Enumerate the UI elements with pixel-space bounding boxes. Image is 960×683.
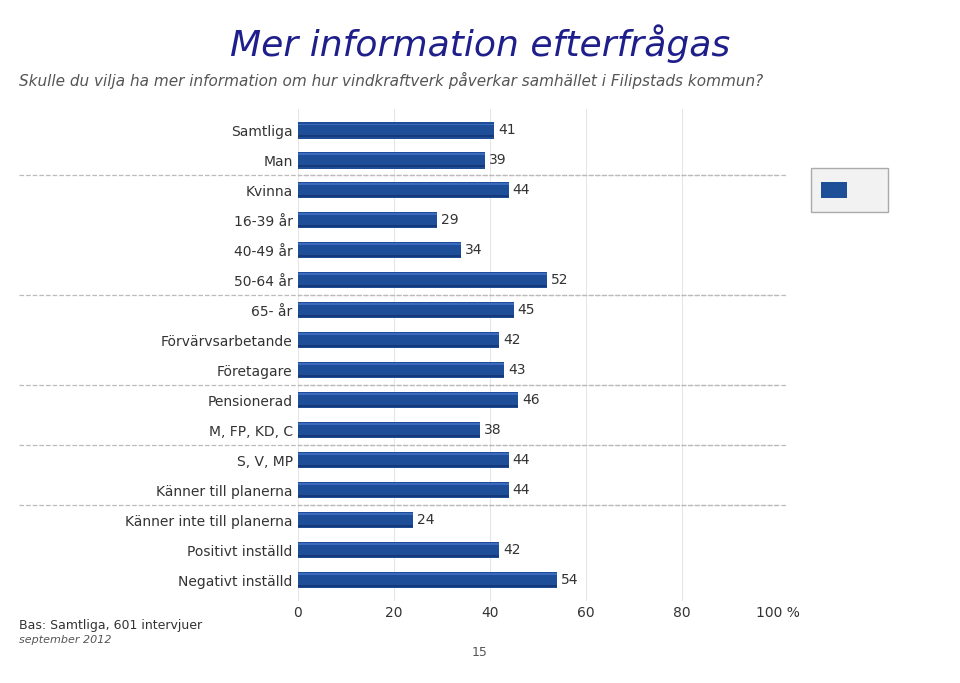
Text: Bas: Samtliga, 601 intervjuer: Bas: Samtliga, 601 intervjuer (19, 619, 203, 632)
Bar (298, 273, 547, 275)
Bar (298, 454, 509, 455)
Bar (298, 154, 485, 155)
Bar (298, 165, 485, 167)
Text: 29: 29 (441, 213, 458, 227)
Text: 44: 44 (513, 483, 530, 497)
Text: Skulle du vilja ha mer information om hur vindkraftverk påverkar samhället i Fil: Skulle du vilja ha mer information om hu… (19, 72, 763, 89)
Bar (298, 316, 514, 317)
Bar (298, 435, 480, 437)
Bar (298, 302, 514, 318)
Bar (298, 512, 413, 529)
Text: 41: 41 (498, 123, 516, 137)
Text: 44: 44 (513, 183, 530, 197)
Text: Mer information efterfrågas: Mer information efterfrågas (229, 24, 731, 63)
Bar (298, 195, 509, 197)
Text: 44: 44 (513, 453, 530, 467)
Bar (298, 332, 499, 348)
Bar (298, 543, 499, 545)
Bar (298, 422, 480, 438)
Bar (298, 542, 499, 558)
Text: 38: 38 (484, 423, 501, 437)
Text: 24: 24 (417, 513, 434, 527)
Bar (298, 214, 437, 215)
Text: 52: 52 (551, 273, 568, 287)
Bar (298, 255, 461, 257)
Text: 34: 34 (465, 243, 482, 257)
Bar (298, 303, 514, 305)
Bar (298, 573, 557, 575)
Bar (298, 482, 509, 499)
Text: 45: 45 (517, 303, 535, 317)
Bar (298, 363, 504, 365)
Bar (298, 555, 499, 557)
Text: 42: 42 (503, 333, 520, 347)
Bar (298, 572, 557, 588)
Bar (298, 393, 518, 395)
Bar (298, 152, 485, 169)
Bar (298, 122, 494, 139)
Bar (298, 124, 494, 125)
Bar (298, 392, 518, 408)
Bar (298, 272, 547, 288)
Bar (298, 585, 557, 587)
Bar (298, 495, 509, 497)
Text: 39: 39 (489, 153, 506, 167)
Bar (298, 182, 509, 199)
Bar (298, 525, 413, 527)
Text: 54: 54 (561, 573, 578, 587)
Text: 42: 42 (503, 543, 520, 557)
Bar (298, 452, 509, 469)
Bar (298, 212, 437, 229)
Text: 43: 43 (508, 363, 525, 377)
Bar (298, 423, 480, 425)
Bar (298, 333, 499, 335)
Bar (298, 285, 547, 287)
Bar (298, 362, 504, 378)
Bar (298, 514, 413, 515)
Bar (298, 184, 509, 185)
Text: september 2012: september 2012 (19, 635, 111, 645)
Bar (298, 243, 461, 245)
Text: Ja: Ja (851, 183, 864, 197)
Text: 46: 46 (522, 393, 540, 407)
Bar (298, 242, 461, 258)
Bar (298, 465, 509, 467)
Bar (298, 484, 509, 485)
Bar (298, 346, 499, 347)
Bar (298, 135, 494, 137)
Bar (298, 375, 504, 377)
Bar (298, 225, 437, 227)
Text: 15: 15 (472, 646, 488, 659)
Bar (298, 405, 518, 407)
